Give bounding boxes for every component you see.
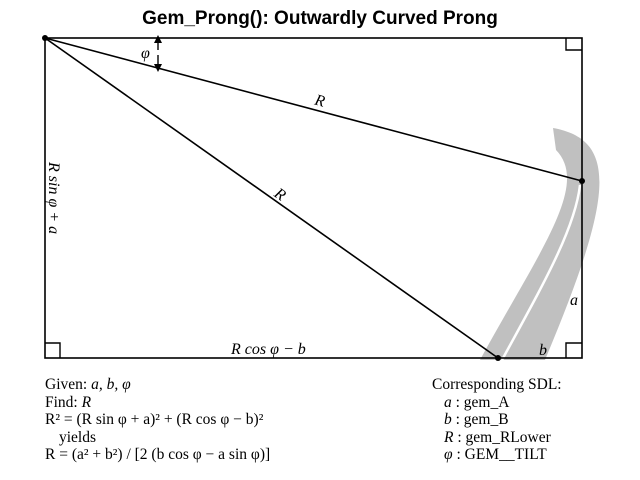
sdl-value: : gem_RLower [453,428,551,446]
prong-shape [480,128,600,360]
radius-line-diagonal [44,37,499,359]
label-phi: φ [141,45,150,62]
sdl-value: : GEM__TILT [452,446,547,463]
sdl-item: a : gem_A [432,394,562,412]
given-label: Given: [45,376,92,393]
right-notes: Corresponding SDL: a : gem_A b : gem_B R… [432,376,562,464]
equation-1: R² = (R sin φ + a)² + (R cos φ − b)² [45,411,264,428]
sdl-item: R : gem_RLower [432,429,562,447]
diagram-title: Gem_Prong(): Outwardly Curved Prong [142,8,498,29]
find-label: Find: [45,393,82,411]
corner-mark-bottom-left [45,342,61,358]
sdl-symbol: φ [444,446,453,463]
label-a: a [570,292,578,309]
radius-line-upper [44,37,583,182]
yields-text: yields [59,428,97,446]
sdl-value: : gem_A [451,393,510,411]
find-line: Find: R [45,394,270,412]
sdl-value: : gem_B [451,411,509,428]
corner-mark-bottom-right [565,342,582,358]
sdl-item: b : gem_B [432,411,562,429]
sdl-item: φ : GEM__TILT [432,446,562,464]
left-notes: Given: a, b, φ Find: R R² = (R sin φ + a… [45,376,270,464]
prong-highlight [500,184,582,361]
sdl-symbol: R [444,428,454,446]
sdl-symbol: b [444,411,452,428]
point-origin [42,35,48,41]
corner-mark-top-right [565,38,582,51]
label-bottom-side: R cos φ − b [230,341,306,358]
label-r-upper: R [312,91,327,110]
point-prong-base [495,355,501,361]
label-left-side: R sin φ + a [45,161,62,234]
given-vars: a, b, φ [91,376,131,393]
sdl-heading: Corresponding SDL: [432,376,562,393]
outer-rectangle [44,37,583,359]
point-prong-tip [579,178,585,184]
sdl-symbol: a [444,393,452,411]
equation-2: R = (a² + b²) / [2 (b cos φ − a sin φ)] [45,446,271,463]
find-var: R [81,393,92,411]
label-r-diagonal: R [270,184,289,204]
given-line: Given: a, b, φ [45,376,270,394]
label-b: b [539,342,547,359]
